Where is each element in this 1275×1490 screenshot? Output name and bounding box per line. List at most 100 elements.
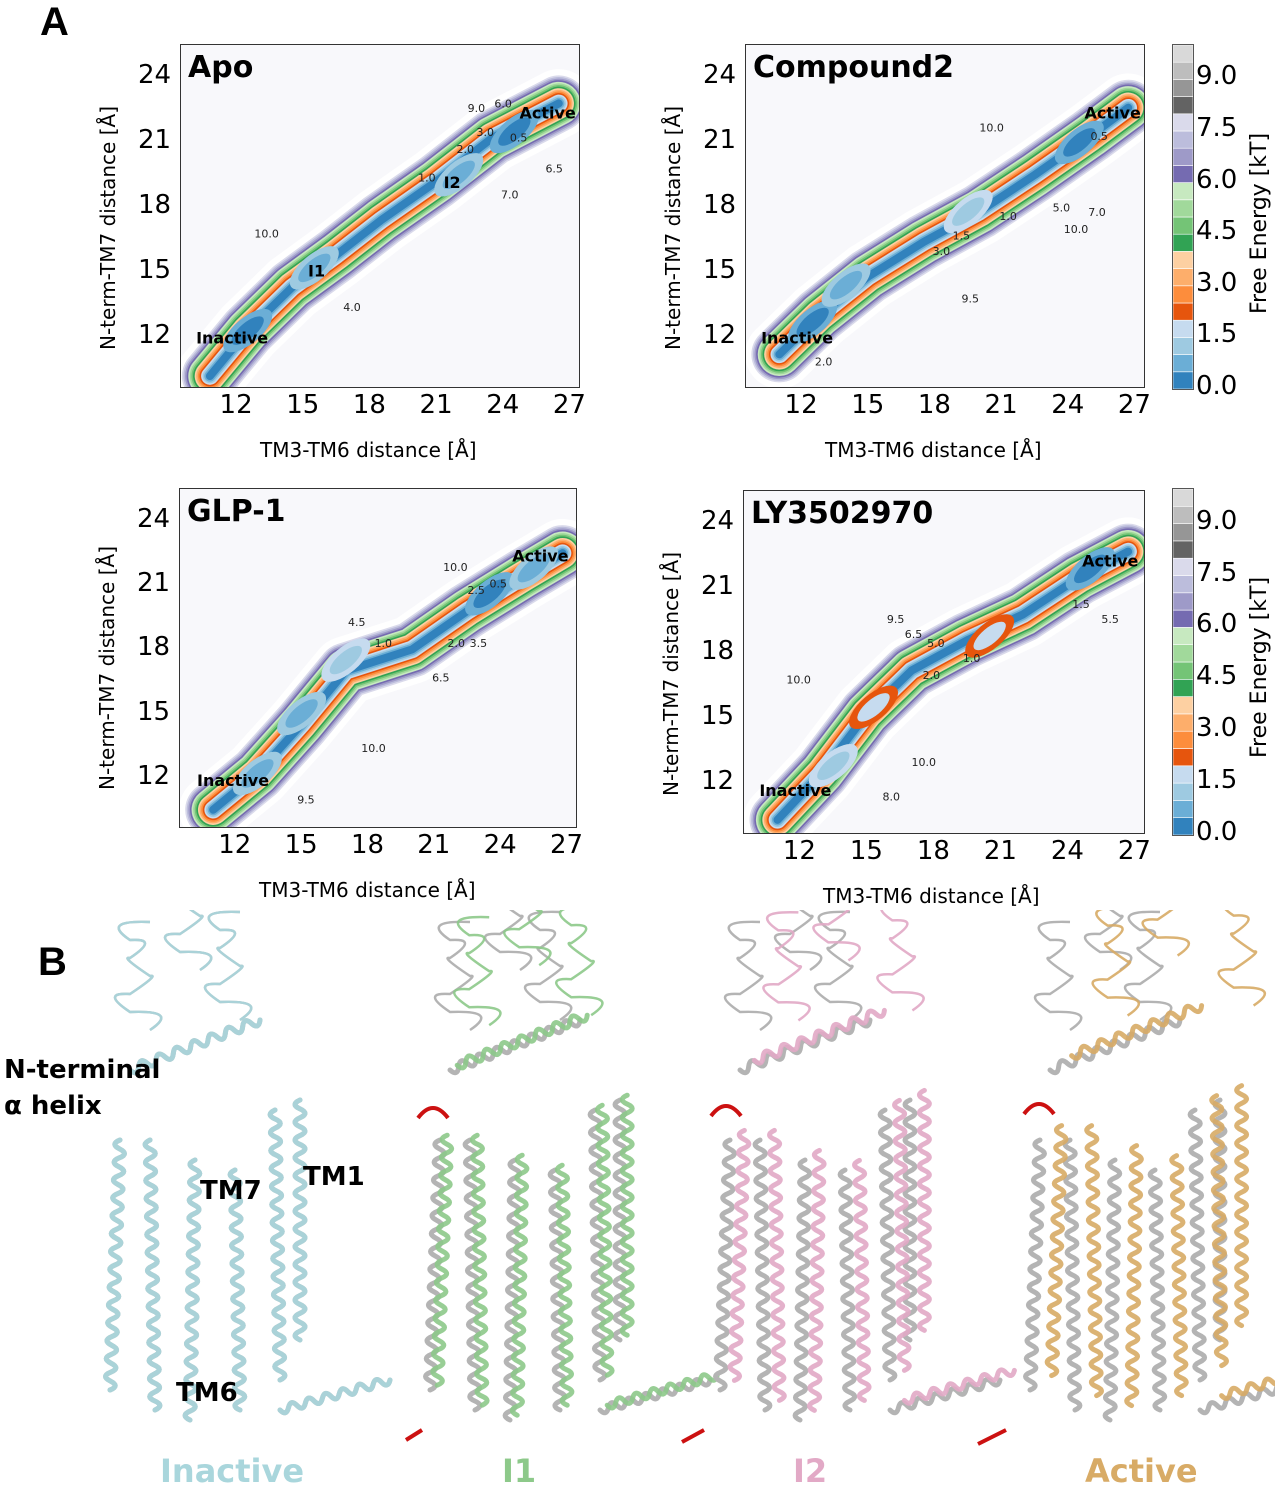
helix	[1187, 1107, 1208, 1383]
colorbar-segment	[1173, 199, 1193, 218]
helix	[454, 1012, 590, 1071]
colorbar-segment	[1173, 679, 1193, 697]
contour-label: 4.0	[343, 301, 361, 314]
helix	[892, 1097, 912, 1373]
loop	[163, 910, 213, 972]
contour-label: 4.5	[348, 616, 366, 629]
y-tick-label: 15	[701, 701, 735, 732]
helix	[554, 1162, 575, 1408]
helix	[1124, 1143, 1144, 1409]
colorbar-segment	[1173, 302, 1193, 321]
loop	[483, 910, 533, 972]
x-tick-label: 12	[219, 390, 253, 420]
y-tick-label: 15	[703, 255, 737, 286]
colorbar-tick: 1.5	[1196, 765, 1238, 796]
state-label-inactive: Inactive	[196, 329, 268, 348]
energy-minimum	[434, 153, 484, 197]
x-axis-label: TM3-TM6 distance [Å]	[260, 438, 477, 462]
energy-minimum	[489, 109, 539, 154]
contour-label: 2.0	[815, 355, 833, 368]
state-label-active: Active	[520, 104, 576, 123]
y-tick-label: 24	[703, 60, 737, 91]
structure-active	[977, 910, 1275, 1446]
helix	[1102, 1157, 1123, 1423]
energy-minimum	[849, 685, 898, 730]
state-label-i2: I2	[444, 173, 461, 192]
contour-label: 10.0	[786, 674, 811, 687]
contour-label: 6.5	[545, 163, 563, 176]
y-tick-label: 21	[137, 568, 171, 599]
helix	[430, 1132, 455, 1388]
energy-landscape-0: Inactive I1 I2 Active 0.5 1.0 2.03.0 6.0 9.0 10.0…	[180, 44, 580, 388]
x-axis-label: TM3-TM6 distance [Å]	[259, 878, 476, 902]
contour-label: 2.5	[467, 584, 485, 597]
colorbar-segment	[1173, 540, 1193, 559]
helix	[103, 1137, 127, 1393]
red-rotation-arrow-icon	[416, 1106, 450, 1120]
loop	[163, 910, 213, 972]
helix	[887, 1377, 1003, 1416]
contour-label: 7.0	[1088, 206, 1106, 219]
contour-label: 5.0	[927, 637, 945, 650]
x-tick-label: 24	[1050, 836, 1084, 866]
x-tick-label: 15	[851, 390, 885, 420]
colorbar-segment	[1173, 800, 1193, 818]
colorbar-segment	[1173, 96, 1193, 115]
x-tick-label: 12	[218, 830, 252, 860]
energy-minimum	[1054, 120, 1104, 165]
helix	[1062, 1137, 1083, 1413]
helix	[182, 1157, 203, 1423]
x-tick-label: 15	[284, 830, 318, 860]
colorbar-segment	[1173, 45, 1193, 63]
helix	[1209, 1093, 1229, 1369]
x-axis-label: TM3-TM6 distance [Å]	[825, 438, 1042, 462]
loop	[773, 910, 823, 972]
red-rotation-arrow-icon	[709, 1104, 743, 1118]
loop	[1083, 910, 1133, 972]
helix	[837, 1167, 858, 1413]
y-tick-label: 21	[701, 571, 735, 602]
state-label-i1: I1	[502, 1452, 537, 1490]
y-tick-label: 18	[701, 636, 735, 667]
state-label-active: Active	[1085, 1452, 1198, 1490]
energy-minimum	[465, 572, 515, 616]
helix	[877, 1107, 898, 1383]
panel-b-label: B	[38, 940, 67, 984]
x-tick-label: 27	[1117, 390, 1151, 420]
contour-label: 9.0	[468, 102, 486, 115]
x-tick-label: 21	[983, 836, 1017, 866]
contour-label: 0.5	[490, 577, 508, 590]
energy-minimum	[321, 638, 371, 682]
y-axis-label: N-term-TM7 distance [Å]	[659, 551, 683, 796]
colorbar-segment	[1173, 79, 1193, 97]
colorbar-label: Free Energy [kT]	[1247, 576, 1272, 758]
structure-i1	[404, 910, 720, 1442]
contour-label: 10.0	[254, 228, 279, 241]
colorbar-segment	[1173, 713, 1193, 732]
helix	[587, 1107, 608, 1383]
contour-label: 1.5	[953, 230, 971, 243]
structure-i2	[681, 910, 1017, 1444]
y-tick-label: 15	[137, 696, 171, 727]
colorbar-tick: 9.0	[1196, 61, 1238, 92]
helix	[901, 1367, 1017, 1406]
helix	[462, 1137, 483, 1413]
x-tick-label: 21	[984, 390, 1018, 420]
colorbar-segment	[1173, 505, 1193, 524]
helix	[767, 1127, 787, 1403]
contour-label: 2.0	[457, 143, 475, 156]
x-tick-label: 27	[1117, 836, 1151, 866]
y-tick-label: 12	[701, 766, 735, 797]
annotation-tm7: TM7	[200, 1176, 262, 1206]
y-axis-label: N-term-TM7 distance [Å]	[95, 545, 119, 790]
state-label-active: Active	[1082, 552, 1138, 571]
x-axis-label: TM3-TM6 distance [Å]	[823, 884, 1040, 908]
state-label-inactive: Inactive	[759, 781, 831, 800]
colorbar-segment	[1173, 696, 1193, 715]
y-tick-label: 24	[701, 506, 735, 537]
contour-label: 9.5	[297, 793, 315, 806]
loop	[523, 910, 573, 1022]
helix	[502, 1157, 523, 1423]
colorbar-segment	[1173, 817, 1193, 835]
